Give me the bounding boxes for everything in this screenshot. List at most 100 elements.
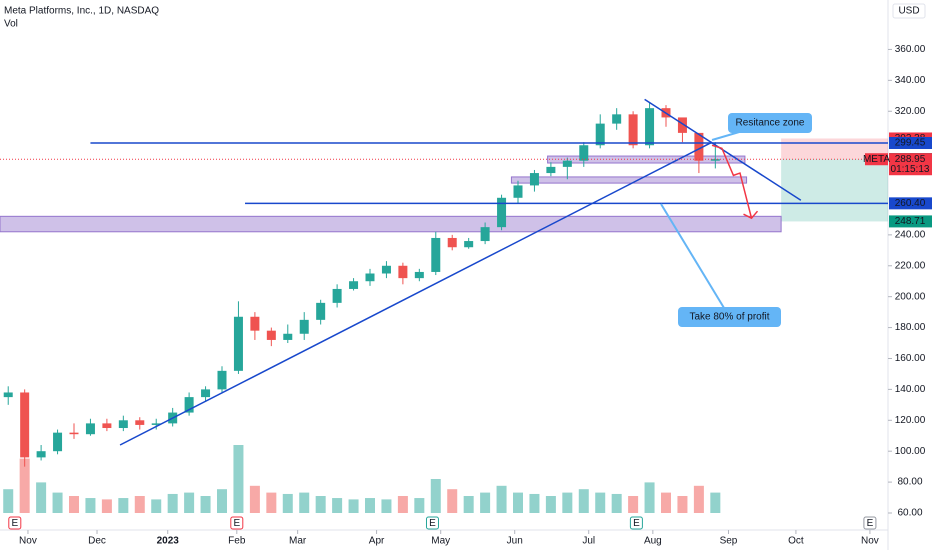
indicator-label: Vol (4, 19, 18, 30)
volume-bar (249, 485, 260, 513)
volume-bar (480, 492, 491, 513)
candle-body (151, 423, 161, 425)
projection-arrowhead (743, 210, 759, 220)
candle-body (710, 159, 720, 161)
target-price-label: 248.71 (895, 216, 926, 227)
symbol-title: Meta Platforms, Inc., 1D, NASDAQ (4, 6, 159, 17)
volume-bar (134, 496, 145, 513)
x-tick-label: Oct (788, 536, 804, 547)
volume-bar (562, 492, 573, 513)
last-price-bg (889, 153, 932, 176)
callout-pointer (660, 203, 731, 318)
y-tick-label: 200.00 (895, 291, 926, 302)
trendline (119, 141, 713, 446)
volume-bar (545, 496, 556, 513)
x-tick-label: Jul (582, 536, 595, 547)
candle-body (233, 316, 243, 371)
volume-bar (266, 492, 277, 513)
candle-body (628, 114, 638, 146)
last-price-label: 288.95 (895, 154, 926, 165)
volume-bar (496, 485, 507, 513)
y-tick-label: 60.00 (897, 508, 922, 519)
position-target-zone (781, 159, 888, 222)
event-label: E (429, 518, 436, 529)
volume-bar (513, 492, 523, 513)
y-tick-label: 180.00 (895, 322, 926, 333)
candle-body (694, 132, 704, 161)
volume-bar (365, 498, 375, 513)
y-tick-label: 360.00 (895, 44, 926, 55)
event-label: E (633, 518, 640, 529)
candle-body (283, 333, 293, 340)
zone (0, 215, 782, 233)
candle-body (612, 114, 622, 124)
candle-body (562, 160, 572, 167)
target-price-label-bg (889, 215, 932, 228)
volume-bar (661, 492, 671, 513)
candle-body (464, 241, 474, 248)
x-tick-label: Mar (289, 536, 307, 547)
candle-body (53, 432, 63, 452)
candle-body (513, 185, 523, 198)
volume-bar (414, 498, 425, 513)
candle-body (135, 420, 145, 425)
candle-body (118, 420, 128, 429)
candle-body (529, 173, 539, 186)
event-label: E (11, 518, 18, 529)
volume-bar (167, 493, 178, 513)
event-marker (629, 516, 643, 530)
currency-box[interactable] (892, 3, 926, 19)
event-marker (425, 516, 439, 530)
candle-body (480, 227, 490, 242)
y-tick-label: 160.00 (895, 353, 926, 364)
y-tick-label: 80.00 (897, 477, 922, 488)
event-marker (8, 516, 22, 530)
candle-body (365, 273, 375, 282)
volume-bar (397, 496, 408, 513)
candle-body (414, 271, 424, 279)
volume-bar (233, 445, 244, 513)
volume-bar (118, 498, 129, 513)
volume-bar (447, 489, 458, 513)
candle-body (381, 265, 391, 274)
callout-text: Take 80% of profit (689, 312, 769, 323)
volume-bar (315, 496, 326, 513)
y-tick-label: 140.00 (895, 384, 926, 395)
candle-body (20, 392, 30, 458)
volume-bar (19, 458, 30, 513)
candle-body (546, 166, 556, 174)
volume-bar (36, 482, 47, 513)
volume-bar (151, 499, 162, 513)
x-tick-label: Nov (861, 536, 879, 547)
candle-body (579, 145, 589, 161)
event-marker (863, 516, 877, 530)
volume-bar (69, 496, 79, 513)
line-price-label-bg (889, 137, 932, 150)
volume-bar (710, 492, 721, 513)
volume-bar (381, 499, 392, 513)
candle-body (431, 237, 441, 272)
volume-bar (677, 496, 688, 513)
volume-bar (463, 496, 474, 513)
volume-bar (3, 489, 14, 513)
zone (510, 176, 748, 184)
candle-body (349, 281, 359, 289)
volume-bar (628, 496, 639, 513)
currency[interactable]: USD (898, 6, 919, 17)
x-tick-label: May (431, 536, 450, 547)
volume-bar (299, 492, 310, 513)
projection-path (711, 144, 753, 219)
y-tick-label: 220.00 (895, 260, 926, 271)
volume-bar (101, 499, 112, 513)
x-tick-label: Jun (507, 536, 523, 547)
x-tick-label: Dec (88, 536, 106, 547)
event-label: E (233, 518, 240, 529)
line-price-label-bg (889, 197, 932, 210)
candle-body (217, 370, 227, 390)
x-tick-label: Sep (720, 536, 738, 547)
candle-body (497, 197, 507, 228)
x-tick-label: 2023 (157, 536, 180, 547)
line-price-label: 299.45 (895, 138, 926, 149)
candle-body (299, 319, 309, 334)
candle-body (266, 330, 276, 340)
